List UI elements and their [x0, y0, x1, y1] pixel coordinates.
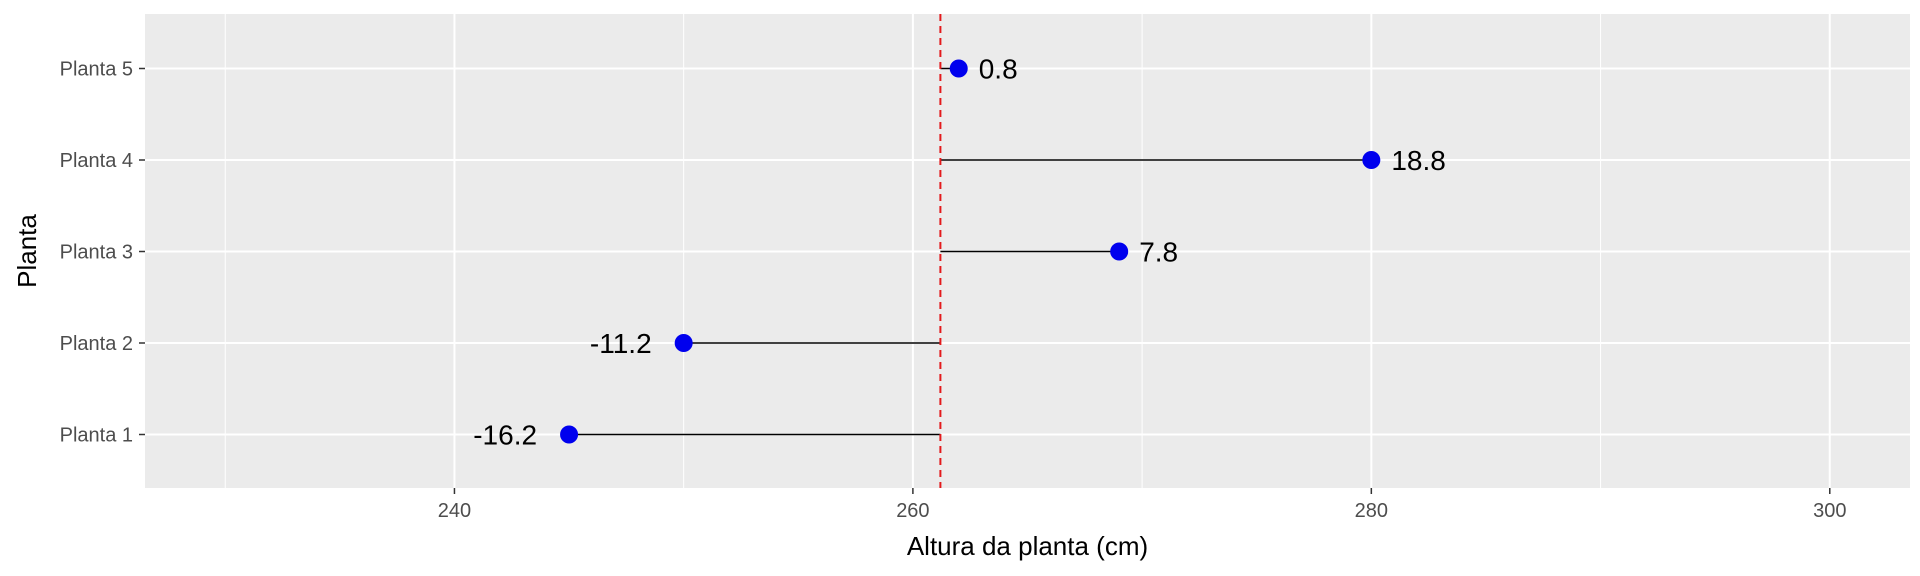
y-tick-label: Planta 3 — [60, 242, 133, 264]
y-axis-ticks: Planta 1 Planta 2 Planta 3 Planta 4 Planta 5 — [60, 59, 145, 447]
deviation-label: 18.8 — [1391, 145, 1446, 176]
deviation-labels: -16.2 -11.2 7.8 18.8 0.8 — [473, 54, 1446, 451]
deviation-label: -11.2 — [590, 328, 652, 359]
x-axis-title: Altura da planta (cm) — [907, 531, 1148, 561]
deviation-segments — [569, 67, 1372, 436]
x-tick-label: 240 — [438, 500, 471, 522]
x-tick-label: 260 — [896, 500, 929, 522]
x-axis-ticks: 240 260 280 300 — [438, 488, 1846, 522]
y-axis-title: Planta — [12, 214, 42, 288]
data-point — [560, 425, 579, 444]
y-tick-label: Planta 1 — [60, 425, 133, 447]
data-point — [949, 59, 968, 78]
x-tick-label: 300 — [1813, 500, 1846, 522]
y-tick-label: Planta 5 — [60, 59, 133, 81]
deviation-label: 0.8 — [979, 54, 1018, 85]
y-tick-label: Planta 4 — [60, 150, 133, 172]
data-point — [674, 334, 693, 352]
data-points — [560, 59, 1381, 444]
data-point — [1110, 242, 1129, 261]
deviation-label: 7.8 — [1139, 237, 1178, 268]
data-point — [1362, 151, 1381, 169]
deviation-label: -16.2 — [473, 420, 537, 451]
x-tick-label: 280 — [1355, 500, 1388, 522]
y-tick-label: Planta 2 — [60, 333, 133, 355]
